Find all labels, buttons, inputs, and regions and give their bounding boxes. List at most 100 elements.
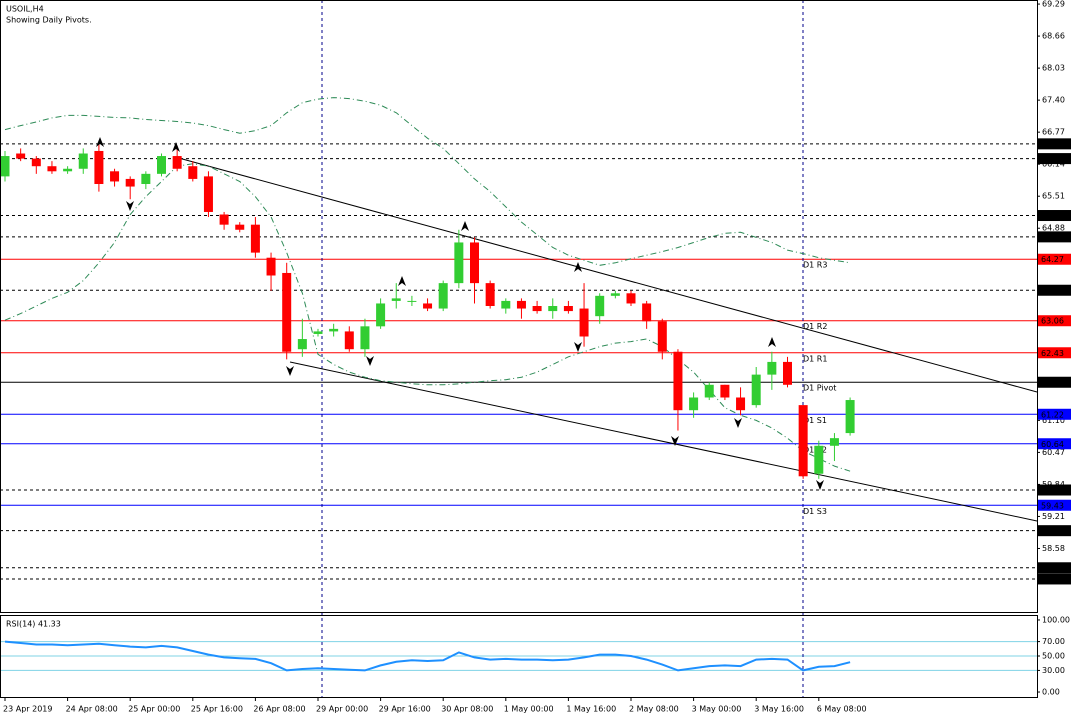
candle-body <box>438 283 448 309</box>
level-label-box <box>1038 376 1071 388</box>
y-tick-label: 60.47 <box>1042 448 1065 457</box>
indicator-y-tick-label: 0.00 <box>1042 688 1060 697</box>
candle-body <box>282 272 292 352</box>
level-label-box <box>1038 562 1071 574</box>
level-label-box <box>1038 231 1071 243</box>
indicator-y-tick-label: 100.00 <box>1042 615 1070 624</box>
x-tick-label: 24 Apr 08:00 <box>66 705 118 714</box>
candle-body <box>736 397 746 411</box>
grid-layer <box>0 143 1037 671</box>
chart-title: USOIL,H4 <box>6 5 44 14</box>
candle-body <box>141 173 151 185</box>
trend-line <box>174 156 1038 393</box>
level-label: 57.98 <box>1041 575 1064 584</box>
level-label-box <box>1038 438 1071 450</box>
x-tick-label: 6 May 08:00 <box>817 705 867 714</box>
candle-body <box>423 303 433 309</box>
x-tick-label: 1 May 00:00 <box>504 705 554 714</box>
candle-body <box>297 339 307 350</box>
candle-body <box>0 156 10 177</box>
candle-body <box>157 156 166 174</box>
candle-body <box>829 438 839 446</box>
candle-body <box>783 361 792 385</box>
y-tick-label: 58.58 <box>1042 544 1065 553</box>
candle-body <box>313 331 323 334</box>
candle-body <box>78 153 88 169</box>
fractal-down <box>671 436 679 446</box>
pivot-name: D1 S1 <box>803 416 827 425</box>
x-tick-label: 3 May 16:00 <box>754 705 804 714</box>
level-label-box <box>1038 253 1071 265</box>
candle-body <box>407 300 417 302</box>
level-label-box <box>1038 138 1071 150</box>
candle-body <box>767 361 777 375</box>
fractal-down <box>286 366 294 376</box>
candle-body <box>266 257 276 276</box>
candle-body <box>845 400 855 434</box>
fractal-up <box>398 276 406 286</box>
level-label: 60.64 <box>1041 440 1064 449</box>
drawings <box>174 0 1038 697</box>
fractal-up <box>768 337 776 347</box>
level-label-box <box>1038 525 1071 537</box>
chart-subtitle: Showing Daily Pivots. <box>6 16 92 25</box>
y-tick-label: 65.51 <box>1042 192 1065 201</box>
fractal-up <box>574 262 582 272</box>
y-tick-label: 66.14 <box>1042 160 1065 169</box>
candle-body <box>219 214 229 225</box>
fractal-down <box>574 342 582 352</box>
y-tick-label: 59.21 <box>1042 512 1065 521</box>
candle-body <box>532 306 542 312</box>
candle-body <box>626 293 636 304</box>
level-label: 65.13 <box>1041 212 1064 221</box>
x-tick-label: 1 May 16:00 <box>566 705 616 714</box>
candle-body <box>454 242 464 284</box>
x-tick-label: 29 Apr 00:00 <box>316 705 368 714</box>
level-label: 62.43 <box>1041 349 1064 358</box>
x-tick-label: 25 Apr 00:00 <box>128 705 180 714</box>
candle-body <box>172 156 182 169</box>
fractal-down <box>126 201 134 211</box>
candle-body <box>563 306 573 312</box>
candle-body <box>360 326 370 350</box>
candle-body <box>798 405 808 477</box>
indicator-title: RSI(14) 41.33 <box>6 620 61 629</box>
level-label-box <box>1038 153 1071 165</box>
candle-body <box>110 171 120 182</box>
level-label-box <box>1038 484 1071 496</box>
x-tick-label: 3 May 00:00 <box>692 705 742 714</box>
x-tick-label: 29 Apr 16:00 <box>379 705 431 714</box>
level-label-box <box>1038 573 1071 585</box>
x-tick-label: 30 Apr 08:00 <box>441 705 493 714</box>
y-tick-label: 69.29 <box>1042 0 1065 9</box>
level-label-box <box>1038 284 1071 296</box>
level-label: 61.85 <box>1041 378 1064 387</box>
candle-body <box>814 445 824 474</box>
x-tick-label: 26 Apr 08:00 <box>253 705 305 714</box>
level-label: 64.71 <box>1041 233 1064 242</box>
candle-body <box>720 384 730 398</box>
pivot-name: D1 R1 <box>803 354 827 363</box>
candle-body <box>579 308 589 337</box>
level-label: 63.66 <box>1041 286 1064 295</box>
indicator-y-tick-label: 50.00 <box>1042 652 1065 661</box>
level-label-box <box>1038 315 1071 327</box>
level-label-box <box>1038 347 1071 359</box>
fractal-down <box>734 418 742 428</box>
fractals <box>96 137 824 490</box>
x-tick-label: 2 May 08:00 <box>629 705 679 714</box>
candle-body <box>63 168 73 172</box>
candle-body <box>516 300 526 309</box>
level-label: 59.73 <box>1041 486 1064 495</box>
trend-line <box>289 361 1038 522</box>
y-tick-label: 68.03 <box>1042 64 1065 73</box>
x-tick-label: 25 Apr 16:00 <box>191 705 243 714</box>
candle-body <box>595 295 605 317</box>
level-label: 59.43 <box>1041 501 1064 510</box>
candle-body <box>485 283 495 306</box>
fractal-up <box>96 137 104 147</box>
band-line <box>4 97 851 266</box>
